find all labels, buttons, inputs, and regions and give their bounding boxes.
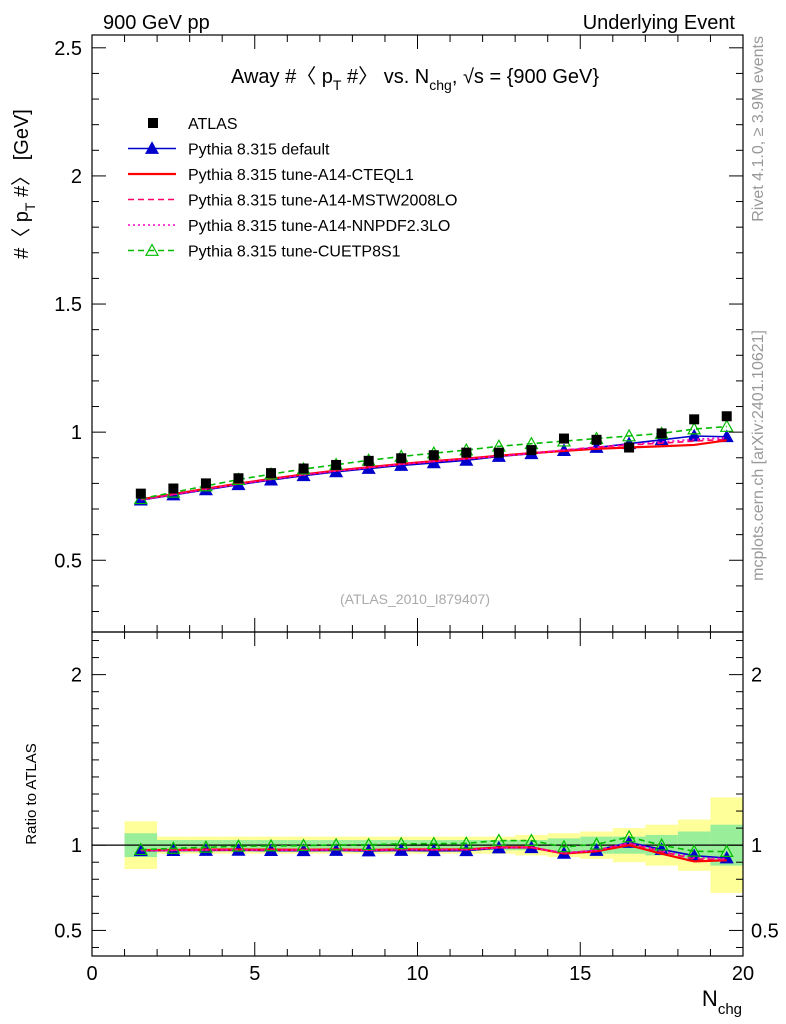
data-point xyxy=(526,445,537,456)
ratio-point-4 xyxy=(426,836,441,850)
ratio-point-4 xyxy=(329,837,344,851)
legend-label: ATLAS xyxy=(188,116,238,133)
x-axis-label: Nchg xyxy=(702,986,742,1018)
data-point xyxy=(689,414,700,425)
legend-swatch-atlas xyxy=(148,118,158,128)
legend: ATLAS Pythia 8.315 default Pythia 8.315 tu… xyxy=(128,116,457,261)
ratio-point-4 xyxy=(264,838,279,852)
data-point xyxy=(233,473,244,484)
series-point-4 xyxy=(622,428,637,442)
ratio-point-4 xyxy=(524,833,539,846)
ratio-tick-label-right: 0.5 xyxy=(751,920,779,942)
legend-label: Pythia 8.315 tune-A14-CTEQL1 xyxy=(188,167,414,184)
ratio-point-4 xyxy=(166,841,181,854)
series-line-1 xyxy=(140,439,727,501)
ratio-point-4 xyxy=(361,837,376,851)
legend-label: Pythia 8.315 tune-A14-MSTW2008LO xyxy=(188,193,457,210)
x-tick-label: 15 xyxy=(569,963,591,985)
ratio-line-2 xyxy=(140,842,727,861)
series-point-0 xyxy=(687,428,702,442)
ratio-y-label: Ratio to ATLAS xyxy=(23,743,40,844)
data-point xyxy=(200,478,211,489)
ratio-point-4 xyxy=(459,836,474,849)
x-tick-label: 10 xyxy=(406,963,428,985)
y-axis-label: #〈 pT #〉 [GeV] xyxy=(11,109,38,259)
ratio-point-4 xyxy=(394,836,409,850)
data-point xyxy=(363,455,374,466)
y-tick-label: 0.5 xyxy=(54,550,82,572)
y-tick-label: 1.5 xyxy=(54,294,82,316)
data-point xyxy=(396,453,407,464)
ratio-point-4 xyxy=(622,829,637,843)
ratio-line-4 xyxy=(140,836,727,853)
main-panel: 0.5 1 1.5 2 2.5 Away #〈 pT #〉 vs. Nchg, √s =… xyxy=(54,34,744,633)
y-tick-label: 1 xyxy=(71,422,82,444)
ratio-tick-label: 0.5 xyxy=(54,920,82,942)
series-point-0 xyxy=(719,429,734,443)
data-point xyxy=(461,447,472,458)
data-point xyxy=(624,442,635,453)
series-line-4 xyxy=(140,425,727,500)
legend-label: Pythia 8.315 default xyxy=(188,142,330,159)
data-point xyxy=(298,463,309,474)
x-tick-label: 20 xyxy=(732,963,754,985)
ratio-frame xyxy=(91,631,744,957)
y-tick-label: 2.5 xyxy=(54,38,82,60)
ratio-panel: 0.5 0.5 1 1 2 2 xyxy=(54,631,779,957)
data-point xyxy=(558,433,569,444)
data-point xyxy=(428,450,439,461)
ratio-point-4 xyxy=(198,840,213,853)
ratio-point-4 xyxy=(133,842,148,856)
ratio-point-4 xyxy=(491,833,506,846)
chart-title: Away #〈 pT #〉 vs. Nchg, √s = {900 GeV} xyxy=(231,66,599,93)
data-point xyxy=(135,488,146,499)
data-point xyxy=(331,459,342,470)
ratio-tick-label-right: 2 xyxy=(751,665,762,687)
data-point xyxy=(656,428,667,439)
x-tick-label: 5 xyxy=(249,963,260,985)
ratio-point-4 xyxy=(719,844,734,857)
legend-marker-0 xyxy=(144,141,160,154)
ratio-point-4 xyxy=(296,838,311,851)
ratio-point-4 xyxy=(556,839,571,853)
series-point-4 xyxy=(687,421,702,435)
data-point xyxy=(266,468,277,479)
header-right: Underlying Event xyxy=(583,12,736,34)
ratio-tick-label: 2 xyxy=(71,665,82,687)
rivet-label: Rivet 4.1.0, ≥ 3.9M events xyxy=(750,36,767,222)
legend-marker-4 xyxy=(144,243,160,256)
ratio-tick-label-right: 1 xyxy=(751,835,762,857)
mcplots-label: mcplots.cern.ch [arXiv:2401.10621] xyxy=(750,330,767,581)
ratio-tick-label: 1 xyxy=(71,835,82,857)
legend-label: Pythia 8.315 tune-A14-NNPDF2.3LO xyxy=(188,218,450,235)
data-point xyxy=(591,434,602,445)
watermark: (ATLAS_2010_I879407) xyxy=(340,591,490,607)
series-point-4 xyxy=(719,419,734,432)
x-tick-label: 0 xyxy=(86,963,97,985)
ratio-point-4 xyxy=(589,837,604,850)
data-point xyxy=(721,411,732,422)
ratio-point-4 xyxy=(231,838,246,852)
y-tick-label: 2 xyxy=(71,166,82,188)
header-left: 900 GeV pp xyxy=(103,12,210,34)
data-point xyxy=(168,483,179,494)
ratio-point-4 xyxy=(687,844,702,857)
ratio-point-4 xyxy=(654,837,669,851)
legend-label: Pythia 8.315 tune-CUETP8S1 xyxy=(188,244,401,261)
data-point xyxy=(493,447,504,458)
